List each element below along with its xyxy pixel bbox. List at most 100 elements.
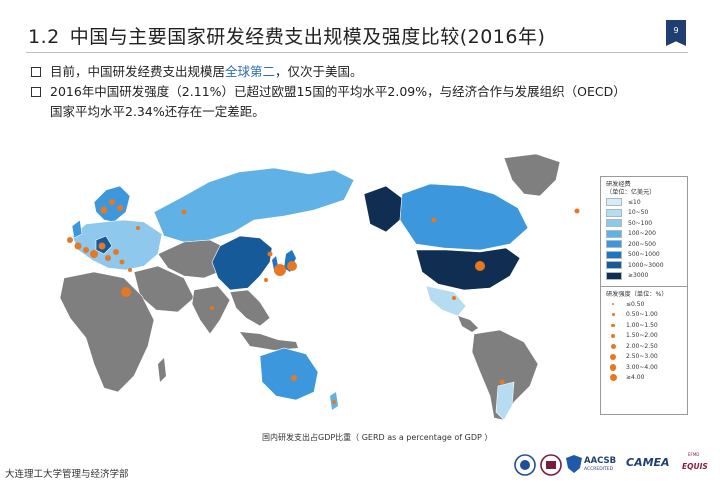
legend-intensity-item: ≤0.50 (606, 299, 682, 310)
intensity-dot (332, 400, 336, 404)
legend-color-swatch (606, 229, 622, 238)
legend-expenditure-item: 10~50 (606, 208, 682, 219)
bullet-square-icon (31, 87, 41, 97)
bullet-text-continued: 国家平均水平2.34%还存在一定差距。 (50, 104, 265, 119)
legend-color-swatch (606, 271, 622, 280)
intensity-dot (105, 255, 111, 261)
equis-logo: EQUIS (682, 462, 708, 471)
legend-dot-icon (609, 364, 617, 371)
map-region-southeast-asia (229, 289, 271, 327)
footer-institution: 大连理工大学管理与经济学部 (5, 469, 129, 480)
legend-expenditure: 研发经费 （单位：亿美元） ≤10 10~50 50~100 100~200 200~5… (601, 177, 687, 283)
legend-intensity-item: ≥4.00 (606, 373, 682, 384)
intensity-dot (109, 199, 115, 205)
legend-color-swatch (606, 198, 622, 207)
bullet-highlight: 全球第二 (225, 64, 276, 79)
legend-intensity-item: 2.00~2.50 (606, 341, 682, 352)
legend-divider (601, 286, 687, 287)
intensity-dots (67, 199, 580, 404)
legend-expenditure-item: 500~1000 (606, 250, 682, 261)
bullet-text: 2016年中国研发强度（2.11%）已超过欧盟15国的平均水平2.09%，与经济… (50, 84, 626, 99)
intensity-dot (98, 242, 106, 250)
map-region-canada (399, 183, 529, 251)
legend-expenditure-item: 100~200 (606, 229, 682, 240)
map-region-uk (71, 219, 83, 239)
map-region-australia (259, 347, 319, 401)
efmd-logo: EFMD (688, 452, 700, 457)
legend-item-label: 10~50 (628, 209, 649, 217)
map-region-central-america (458, 316, 478, 332)
dlut-seal-logo (514, 454, 536, 476)
intensity-dot (74, 242, 82, 250)
legend-item-label: 2.00~2.50 (626, 342, 658, 350)
map-region-mexico (425, 285, 467, 317)
school-seal-logo (540, 454, 562, 476)
legend-dot-icon (610, 353, 616, 360)
intensity-dot (128, 268, 132, 272)
legend-item-label: 100~200 (628, 230, 656, 238)
intensity-dot (267, 251, 273, 257)
legend-item-label: 2.50~3.00 (626, 353, 658, 361)
intensity-dot (291, 375, 297, 381)
legend-item-label: ≤10 (628, 198, 641, 206)
intensity-dot (181, 209, 187, 215)
legend-item-label: ≥4.00 (626, 374, 645, 382)
legend-intensity-item: 3.00~4.00 (606, 362, 682, 373)
legend-item-label: 500~1000 (628, 251, 660, 259)
map-region-usa (415, 247, 521, 291)
legend-item-label: 1.50~2.00 (626, 332, 658, 340)
legend-expenditure-title: 研发经费 (606, 181, 631, 188)
legend-color-swatch (606, 219, 622, 228)
bullet-text: 目前，中国研发经费支出规模居 (50, 64, 226, 79)
legend-item-label: 200~500 (628, 240, 656, 248)
intensity-dot (210, 306, 214, 310)
map-region-europe (71, 219, 163, 271)
legend-color-swatch (606, 240, 622, 249)
world-map (59, 153, 580, 421)
intensity-dot (452, 296, 456, 300)
legend-expenditure-unit: （单位：亿美元） (606, 189, 656, 196)
legend-color-swatch (606, 250, 622, 259)
map-region-madagascar (158, 358, 166, 382)
aacsb-logo: AACSB (584, 456, 617, 466)
page-number-badge: 9 (666, 20, 686, 46)
legend-item-label: 1.00~1.50 (626, 321, 658, 329)
aacsb-accredited: ACCREDITED (584, 467, 614, 472)
legend-item-label: 3.00~4.00 (626, 363, 658, 371)
legend-color-swatch (606, 261, 622, 270)
bullet-list: 目前，中国研发经费支出规模居全球第二，仅次于美国。 2016年中国研发强度（2.… (30, 62, 690, 122)
legend-dot-icon (611, 313, 615, 317)
legend-item-label: ≤0.50 (626, 300, 645, 308)
legend-dot-icon (612, 303, 614, 306)
section-number: 1.2 (28, 26, 60, 48)
legend-intensity-item: 1.50~2.00 (606, 331, 682, 342)
intensity-dot (136, 226, 140, 230)
legend-expenditure-item: 1000~3000 (606, 260, 682, 271)
aacsb-shield-icon (566, 455, 582, 473)
legend-item-label: 0.50~1.00 (626, 311, 658, 319)
title-text: 中国与主要国家研发经费支出规模及强度比较(2016年) (69, 26, 546, 48)
legend-dot-icon (609, 374, 617, 382)
intensity-dot (574, 208, 580, 214)
legend-intensity-item: 0.50~1.00 (606, 310, 682, 321)
map-region-africa (59, 271, 155, 393)
intensity-dot (113, 249, 119, 255)
map-region-china (211, 235, 273, 291)
intensity-dot (274, 264, 286, 276)
intensity-dot (121, 287, 131, 297)
map-caption: 国内研发支出占GDP比重（ GERD as a percentage of GD… (262, 433, 493, 442)
intensity-dot (119, 259, 125, 265)
map-region-argentina (495, 381, 515, 421)
map-region-greenland (503, 153, 561, 197)
legend-item-label: 1000~3000 (628, 261, 664, 269)
intensity-dot (83, 247, 89, 253)
map-region-alaska (363, 185, 403, 233)
intensity-dot (117, 205, 123, 211)
intensity-dot (264, 278, 268, 282)
legend-item-label: 50~100 (628, 219, 653, 227)
legend-item-label: ≥3000 (628, 272, 649, 280)
legend-expenditure-item: ≥3000 (606, 271, 682, 282)
legend-intensity-item: 1.00~1.50 (606, 320, 682, 331)
legend-expenditure-item: 200~500 (606, 239, 682, 250)
intensity-dot (67, 237, 73, 243)
